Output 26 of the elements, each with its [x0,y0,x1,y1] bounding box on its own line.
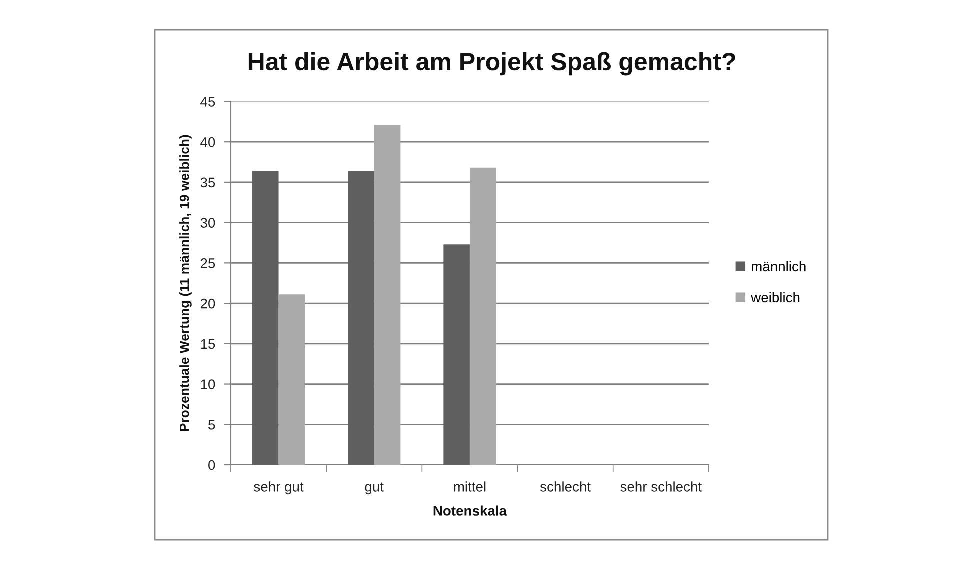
x-tick-label: mittel [454,482,486,492]
y-tick-label: 5 [208,420,216,430]
y-tick-label: 35 [200,178,216,188]
y-tick-label: 15 [201,339,216,350]
y-tick-label: 30 [200,218,216,228]
chart-title: Hat die Arbeit am Projekt Spaß gemacht? [248,52,736,76]
bar [374,125,401,466]
y-tick-label: 20 [200,298,216,309]
x-tick-label: sehr gut [254,482,304,495]
bar [278,294,306,466]
x-tick-label: sehr schlecht [620,482,702,492]
legend-label: männlich [752,261,806,272]
y-tick-label: 25 [200,258,216,268]
y-tick-label: 0 [208,460,216,470]
bar [470,168,496,466]
y-tick-label: 10 [201,380,216,390]
bar [252,171,279,466]
bar [348,171,374,466]
x-tick-label: schlecht [540,482,591,492]
bar [444,244,470,466]
y-tick-label: 45 [200,97,216,107]
x-axis-title: Notenskala [434,506,508,516]
y-axis-title: Prozentuale Wertung (11 männlich, 19 weiblich) [180,135,192,432]
y-tick-label: 40 [200,137,216,148]
x-tick-label: gut [365,482,384,495]
legend-label: weiblich [751,292,800,303]
